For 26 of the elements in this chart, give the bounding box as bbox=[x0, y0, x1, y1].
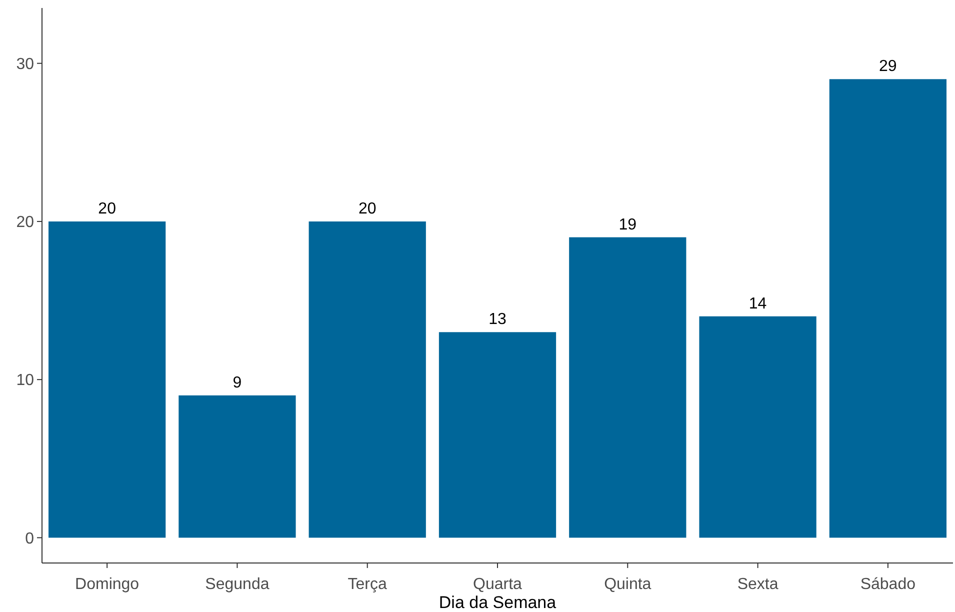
bar bbox=[569, 237, 686, 538]
x-tick-label: Quarta bbox=[473, 576, 522, 593]
x-tick-label: Quinta bbox=[604, 576, 652, 593]
bar bbox=[699, 316, 816, 538]
x-tick-label: Segunda bbox=[205, 576, 270, 593]
y-tick-label: 0 bbox=[25, 530, 34, 548]
y-tick-label: 20 bbox=[16, 214, 34, 232]
bar bbox=[829, 79, 946, 538]
data-label: 29 bbox=[879, 58, 897, 76]
data-label: 20 bbox=[358, 200, 376, 218]
bar bbox=[438, 332, 556, 538]
x-tick-label: Sexta bbox=[737, 576, 778, 593]
data-label: 19 bbox=[618, 216, 637, 234]
data-label: 20 bbox=[98, 200, 116, 218]
data-label: 9 bbox=[232, 374, 242, 392]
bar bbox=[308, 221, 426, 538]
y-tick-label: 30 bbox=[16, 56, 34, 73]
bar bbox=[48, 221, 166, 538]
bar bbox=[178, 395, 296, 538]
x-axis-title: Dia da Semana bbox=[438, 593, 557, 612]
x-tick-label: Sábado bbox=[860, 576, 916, 593]
y-tick-label: 10 bbox=[16, 372, 34, 390]
x-tick-label: Domingo bbox=[75, 576, 140, 593]
x-tick-label: Terça bbox=[348, 576, 388, 593]
data-label: 14 bbox=[748, 295, 767, 312]
data-label: 13 bbox=[488, 311, 506, 328]
